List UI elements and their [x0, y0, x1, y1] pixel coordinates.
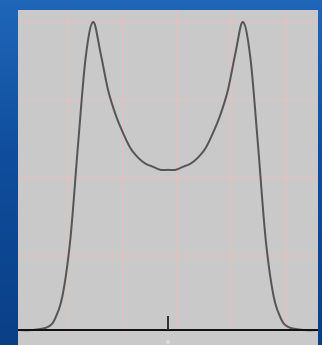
series-line-0	[17, 20, 319, 332]
x-tick-marker-0	[166, 340, 170, 344]
axis-group	[18, 316, 318, 344]
series-group	[17, 20, 319, 332]
